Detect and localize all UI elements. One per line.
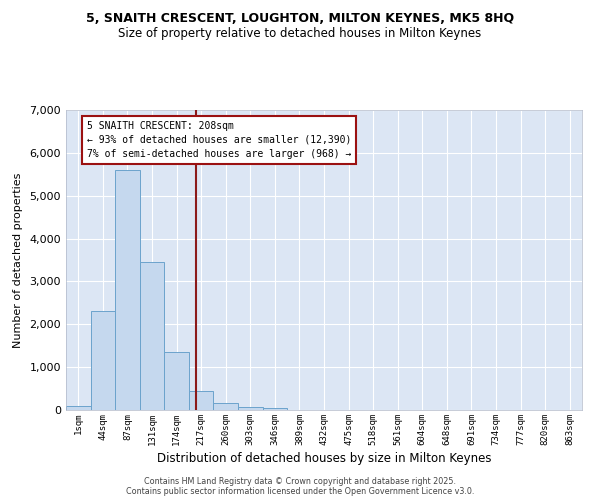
Bar (140, 262, 164, 410)
Bar (238, 407, 263, 410)
Y-axis label: Number of detached properties: Number of detached properties (13, 172, 23, 348)
Bar (115, 170, 140, 410)
Text: 5, SNAITH CRESCENT, LOUGHTON, MILTON KEYNES, MK5 8HQ: 5, SNAITH CRESCENT, LOUGHTON, MILTON KEY… (86, 12, 514, 26)
Bar (214, 402, 238, 410)
Text: 5 SNAITH CRESCENT: 208sqm
← 93% of detached houses are smaller (12,390)
7% of se: 5 SNAITH CRESCENT: 208sqm ← 93% of detac… (87, 120, 351, 158)
Bar (91, 312, 115, 410)
Bar (66, 406, 91, 410)
Text: Size of property relative to detached houses in Milton Keynes: Size of property relative to detached ho… (118, 28, 482, 40)
Bar (263, 408, 287, 410)
Bar (164, 352, 189, 410)
Bar (189, 390, 214, 410)
Text: Contains HM Land Registry data © Crown copyright and database right 2025.: Contains HM Land Registry data © Crown c… (144, 477, 456, 486)
X-axis label: Distribution of detached houses by size in Milton Keynes: Distribution of detached houses by size … (157, 452, 491, 465)
Text: Contains public sector information licensed under the Open Government Licence v3: Contains public sector information licen… (126, 487, 474, 496)
